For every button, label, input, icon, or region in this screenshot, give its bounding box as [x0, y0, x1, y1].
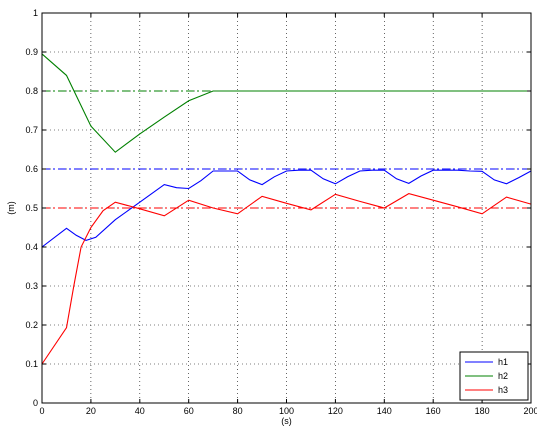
- series-lines: [41, 53, 532, 365]
- y-tick-label: 0: [33, 398, 38, 408]
- x-tick-label: 140: [377, 406, 392, 416]
- series-line-h2: [41, 53, 531, 153]
- x-tick-label: 160: [426, 406, 441, 416]
- series-line-h1: [41, 169, 532, 248]
- y-tick-label: 1: [33, 8, 38, 18]
- y-tick-label: 0.6: [25, 164, 38, 174]
- x-tick-label: 20: [86, 406, 96, 416]
- legend-label-h2: h2: [498, 371, 508, 381]
- x-tick-label: 200: [523, 406, 537, 416]
- y-tick-label: 0.2: [25, 320, 38, 330]
- y-tick-label: 0.7: [25, 125, 38, 135]
- legend-label-h1: h1: [498, 357, 508, 367]
- y-tick-label: 0.1: [25, 359, 38, 369]
- x-tick-label: 120: [328, 406, 343, 416]
- series-line-h3: [41, 193, 532, 365]
- y-tick-label: 0.9: [25, 47, 38, 57]
- x-tick-label: 60: [184, 406, 194, 416]
- axis-ticks: 0 20 40 60 80 100 120 140 160 180 200 0 0.1 0.2 0.3 0.4…: [25, 8, 537, 416]
- x-tick-label: 100: [279, 406, 294, 416]
- y-axis-label: (m): [6, 201, 16, 215]
- x-tick-label: 40: [135, 406, 145, 416]
- y-tick-label: 0.8: [25, 86, 38, 96]
- x-tick-label: 80: [233, 406, 243, 416]
- y-tick-label: 0.5: [25, 203, 38, 213]
- x-tick-label: 0: [39, 406, 44, 416]
- x-tick-label: 180: [475, 406, 490, 416]
- legend-label-h3: h3: [498, 385, 508, 395]
- x-axis-label: (s): [281, 416, 292, 426]
- legend: h1 h2 h3: [459, 351, 529, 401]
- y-tick-label: 0.3: [25, 281, 38, 291]
- y-tick-label: 0.4: [25, 242, 38, 252]
